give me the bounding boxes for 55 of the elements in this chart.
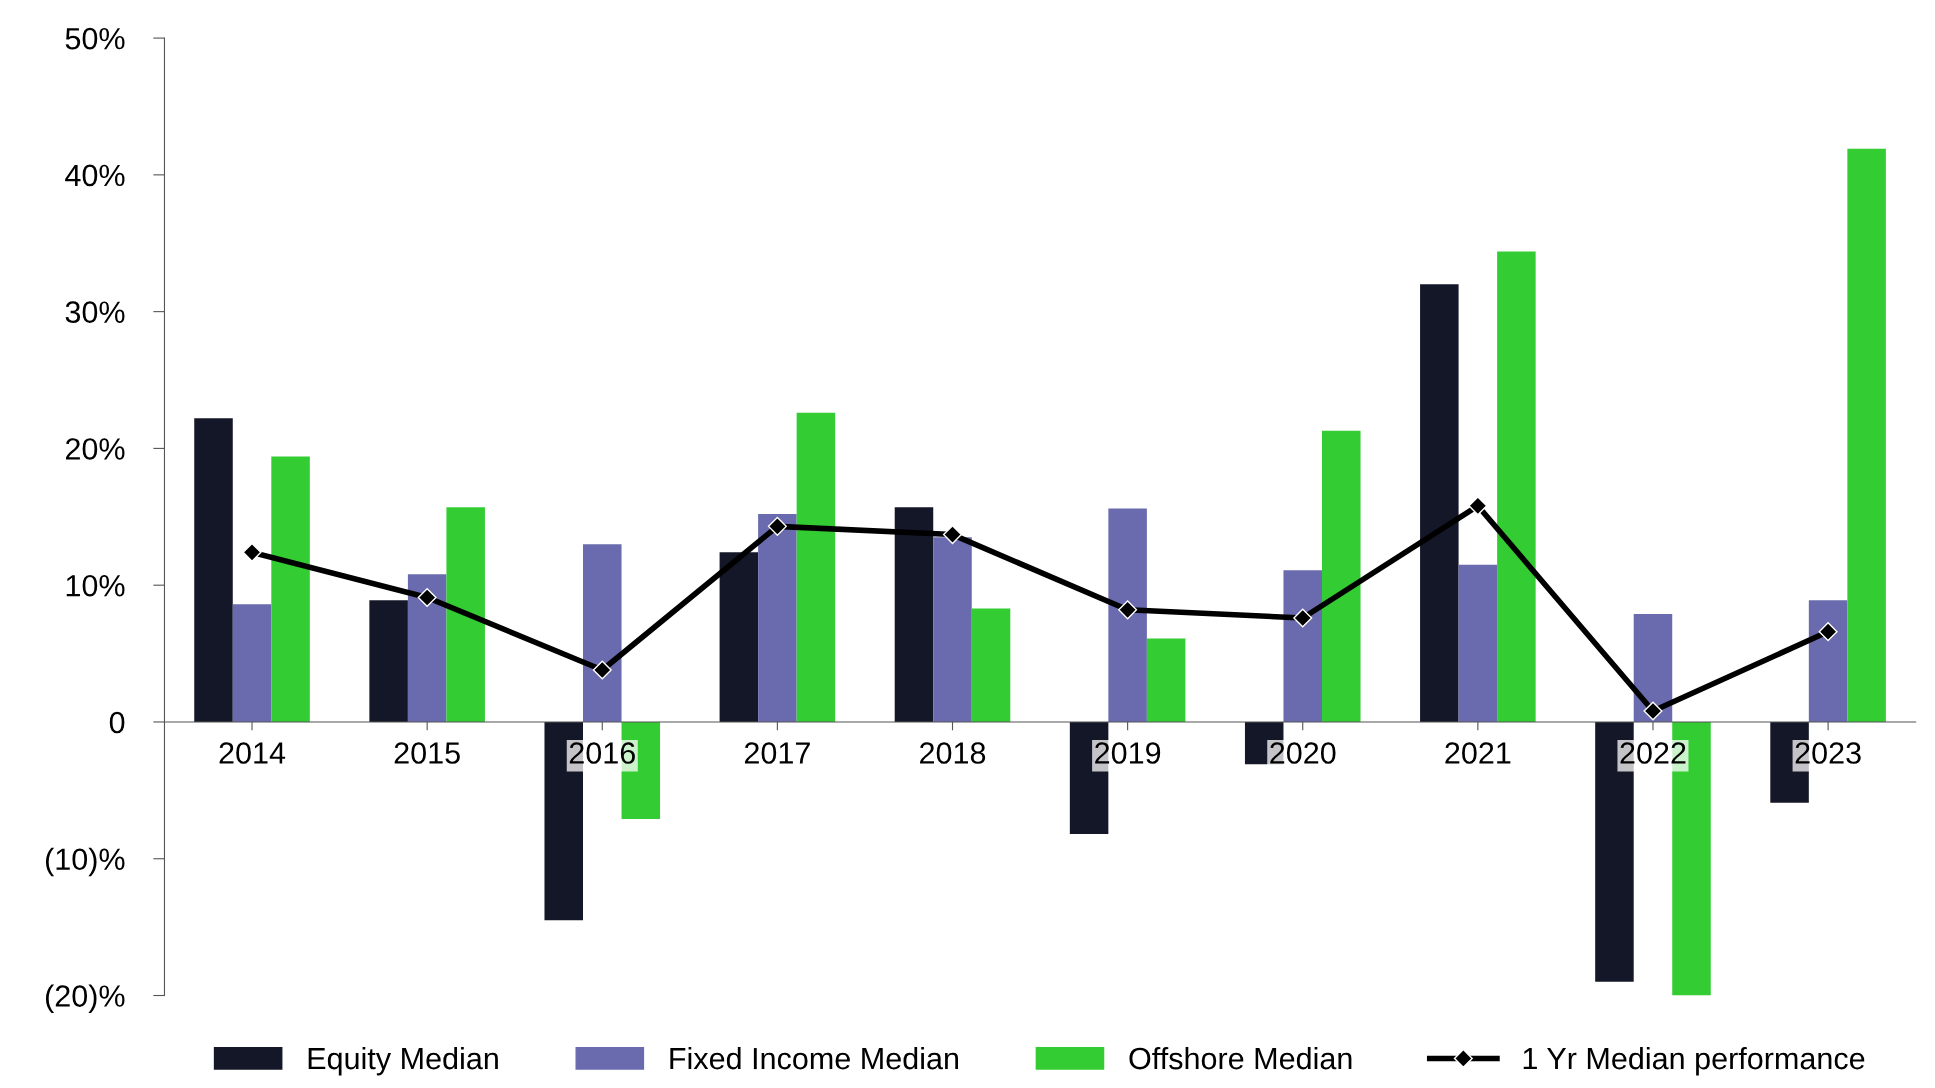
bar — [933, 537, 972, 722]
bar — [1420, 284, 1459, 722]
bar — [446, 507, 485, 722]
y-tick-label: 30% — [65, 301, 125, 324]
bar — [232, 604, 272, 722]
y-tick-label: 0 — [109, 711, 125, 734]
y-tick-label: (20)% — [45, 984, 125, 1013]
bar — [369, 600, 408, 722]
bar — [796, 412, 836, 722]
bar — [719, 552, 759, 722]
x-tick-label: 2019 — [1095, 742, 1161, 764]
bar — [1847, 148, 1886, 722]
x-tick-label: 2014 — [219, 742, 286, 764]
y-tick-label: (10)% — [45, 847, 125, 877]
bar — [1322, 430, 1361, 722]
x-tick-label: 2023 — [1795, 742, 1861, 764]
bar — [1808, 600, 1848, 722]
x-tick-label: 2018 — [920, 742, 986, 764]
point — [767, 516, 787, 536]
bar — [194, 418, 233, 722]
point — [1468, 496, 1488, 516]
x-tick-label: 2015 — [394, 742, 460, 764]
x-tick-label: 2022 — [1620, 742, 1686, 764]
legend-label: Fixed Income Median — [670, 1046, 958, 1070]
bar — [758, 514, 797, 722]
bar — [1633, 613, 1673, 722]
y-tick-label: 10% — [66, 574, 125, 597]
x-tick-label: 2016 — [569, 742, 635, 764]
bar — [1146, 638, 1186, 722]
bar — [1497, 251, 1536, 722]
point — [1118, 600, 1138, 620]
bar — [271, 456, 310, 722]
legend-label: Equity Median — [308, 1046, 498, 1076]
bar — [971, 608, 1011, 722]
y-tick-label: 40% — [65, 164, 125, 187]
y-tick-label: 50% — [65, 27, 125, 50]
bar — [1283, 570, 1322, 722]
point — [1293, 608, 1313, 628]
point — [417, 587, 437, 608]
bar — [1108, 508, 1147, 722]
bar — [894, 507, 934, 722]
bar — [583, 544, 622, 722]
legend-label: Offshore Median — [1129, 1046, 1352, 1070]
point — [1643, 701, 1663, 721]
point — [942, 525, 963, 545]
bar — [407, 574, 447, 722]
y-tick-label: 20% — [65, 438, 125, 460]
legend-label: 1 Yr Median performance — [1523, 1046, 1865, 1076]
x-tick-label: 2020 — [1270, 742, 1336, 764]
x-tick-label: 2017 — [744, 742, 810, 764]
point — [242, 542, 262, 562]
point — [1818, 622, 1838, 642]
point — [592, 660, 612, 680]
bar — [1458, 564, 1498, 722]
x-tick-label: 2021 — [1445, 742, 1511, 764]
